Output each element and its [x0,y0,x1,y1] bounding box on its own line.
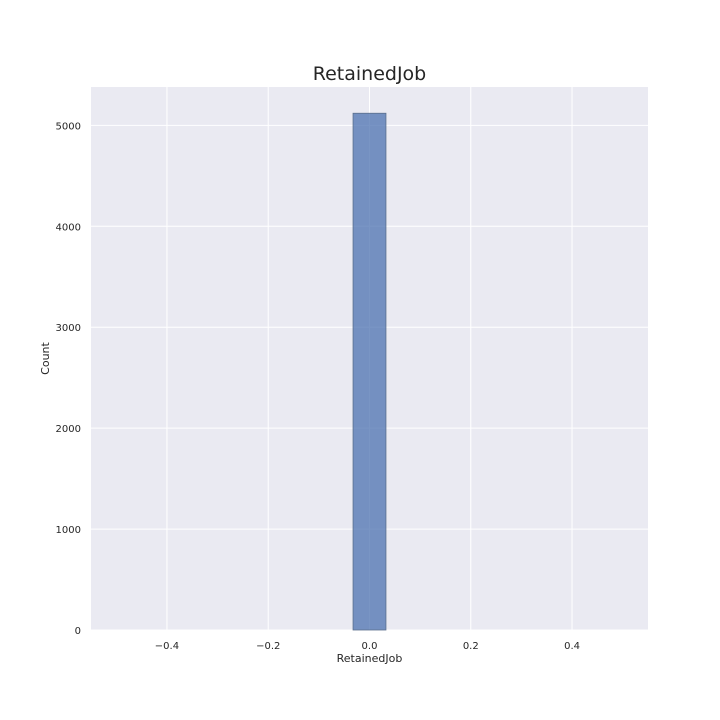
x-tick-label: 0.0 [362,641,378,652]
bars [352,112,387,631]
x-tick-label: −0.2 [256,641,280,652]
y-tick-label: 3000 [56,323,81,334]
histogram-bar [352,112,387,631]
x-tick-label: 0.2 [463,641,479,652]
x-tick-label: −0.4 [155,641,179,652]
x-tick-label: 0.4 [564,641,580,652]
x-tick-labels: −0.4 −0.2 0.0 0.2 0.4 [155,641,580,652]
y-tick-label: 1000 [56,525,81,536]
y-tick-label: 5000 [56,121,81,132]
y-tick-labels: 0 1000 2000 3000 4000 5000 [56,121,81,637]
x-axis-label: RetainedJob [337,652,403,665]
y-tick-label: 0 [75,626,81,637]
y-axis-label: Count [39,341,52,374]
chart-title: RetainedJob [313,63,427,85]
y-tick-label: 4000 [56,222,81,233]
y-tick-label: 2000 [56,424,81,435]
